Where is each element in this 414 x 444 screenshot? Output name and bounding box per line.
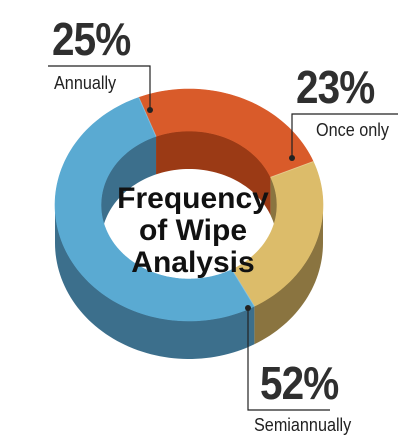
chart-title-line-1: Frequency xyxy=(117,182,269,215)
chart-title-line-2: of Wipe xyxy=(138,214,248,247)
leader-line-annually xyxy=(48,65,151,110)
slice-separator xyxy=(231,269,255,307)
slice-annually-label: Annually xyxy=(54,73,117,93)
slice-semiannually-percent: 52% xyxy=(260,357,339,409)
slice-separator xyxy=(138,97,157,137)
chart-title: Frequency of Wipe Analysis xyxy=(104,183,282,279)
slice-semiannually xyxy=(54,97,255,322)
slice-semiannually-inner-wall xyxy=(101,136,157,243)
slice-annually-percent: 25% xyxy=(52,13,131,65)
leader-lines xyxy=(48,65,398,411)
slice-annually-inner-wall xyxy=(156,131,271,216)
slice-once-only-percent: 23% xyxy=(296,61,375,113)
slice-once-only-outer-wall xyxy=(254,205,323,345)
leader-line-semiannually-dot xyxy=(245,305,251,311)
chart-title-line-3: Analysis xyxy=(131,246,255,279)
slice-semiannually-label: Semiannually xyxy=(254,415,352,435)
slice-separator xyxy=(270,161,314,178)
leader-line-semiannually xyxy=(247,308,330,411)
leader-line-annually-dot xyxy=(147,107,153,113)
donut-slices xyxy=(54,88,324,322)
slice-once-only-label: Once only xyxy=(316,120,389,140)
leader-line-once-only-dot xyxy=(289,155,295,161)
leader-line-once-only xyxy=(291,113,398,158)
